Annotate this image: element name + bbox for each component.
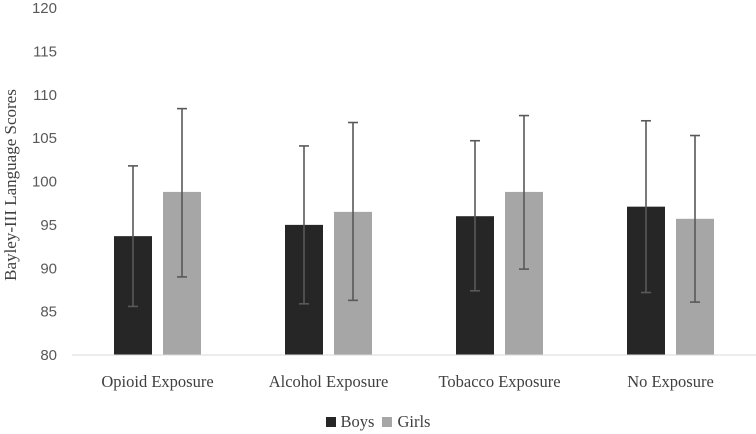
error-bar	[299, 145, 309, 305]
legend: Boys Girls	[0, 412, 756, 432]
x-tick-label: No Exposure	[627, 372, 714, 391]
y-tick-label: 95	[40, 217, 57, 234]
legend-item-girls: Girls	[382, 412, 430, 432]
y-tick-label: 110	[33, 87, 57, 104]
y-tick-label: 85	[40, 304, 57, 321]
error-bar	[690, 134, 700, 303]
y-tick-label: 90	[40, 260, 57, 277]
error-bar	[348, 121, 358, 302]
y-axis-label: Bayley-III Language Scores	[1, 89, 20, 281]
y-tick-label: 115	[33, 43, 57, 60]
y-tick-label: 120	[32, 0, 57, 17]
x-tick-label: Alcohol Exposure	[269, 372, 389, 391]
legend-label: Girls	[397, 412, 431, 431]
legend-item-boys: Boys	[325, 412, 375, 432]
y-tick-label: 80	[40, 347, 57, 364]
error-bar	[641, 119, 651, 294]
legend-label: Boys	[340, 412, 375, 431]
error-bar	[470, 139, 480, 292]
x-tick-label: Opioid Exposure	[101, 372, 213, 391]
error-bar	[128, 165, 138, 308]
error-bar	[177, 107, 187, 278]
legend-swatch	[382, 417, 393, 427]
error-bar	[519, 114, 529, 270]
y-tick-label: 105	[32, 130, 57, 147]
y-tick-label: 100	[32, 174, 57, 191]
x-tick-label: Tobacco Exposure	[438, 372, 560, 391]
legend-swatch	[325, 417, 336, 427]
